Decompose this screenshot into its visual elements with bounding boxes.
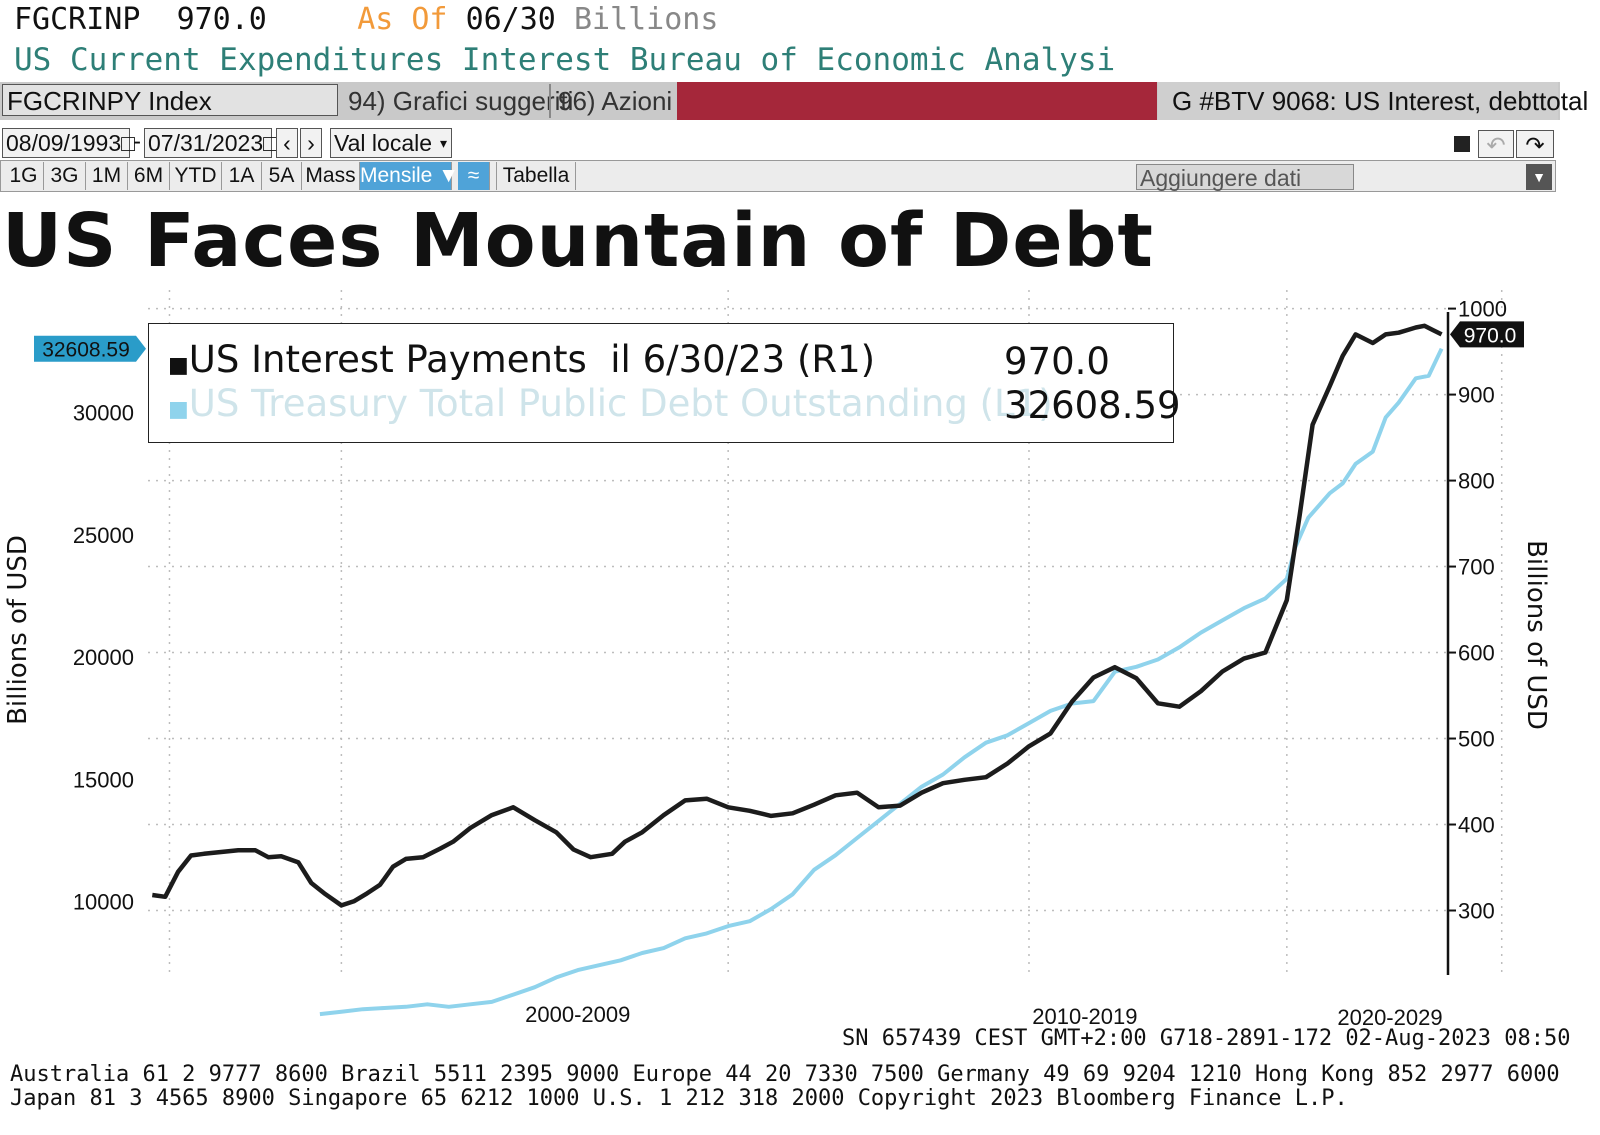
add-data-field[interactable]: Aggiungere dati xyxy=(1136,164,1354,191)
legend-entry-debt: ■US Treasury Total Public Debt Outstandi… xyxy=(168,382,1053,425)
legend-label-debt: US Treasury Total Public Debt Outstandin… xyxy=(188,382,1053,425)
series-description: US Current Expenditures Interest Bureau … xyxy=(14,42,1116,78)
right-tick-label: 500 xyxy=(1458,727,1495,752)
x-tick-label: 2000-2009 xyxy=(525,1002,630,1027)
table-tab[interactable]: Tabella xyxy=(496,162,576,190)
right-tick-label: 400 xyxy=(1458,813,1495,838)
left-last-value-text: 32608.59 xyxy=(42,339,130,362)
toolbar-divider xyxy=(549,84,551,118)
left-tick-label: 15000 xyxy=(73,767,134,792)
left-tick-label: 30000 xyxy=(73,401,134,426)
play-icon[interactable] xyxy=(1454,136,1470,152)
left-last-value-tag xyxy=(34,335,146,362)
right-tick-label: 600 xyxy=(1458,641,1495,666)
end-date-value: 07/31/2023 xyxy=(148,130,264,156)
x-tick-label: 2010-2019 xyxy=(1032,1004,1137,1029)
range-ytd[interactable]: YTD xyxy=(170,162,222,190)
line-chart-icon[interactable]: ≈ xyxy=(458,162,490,190)
left-tick-label: 25000 xyxy=(73,523,134,548)
ticker: FGCRINP xyxy=(14,2,141,37)
actions-menu[interactable]: 96) Azioni ▾ xyxy=(558,86,693,116)
range-1m[interactable]: 1M xyxy=(86,162,128,190)
footer-copyright: Japan 81 3 4565 8900 Singapore 65 6212 1… xyxy=(10,1086,1348,1111)
axis-ticks: 10000 15000 20000 25000 30000 300 400 500 600 700… xyxy=(3,297,1551,1030)
range-5a[interactable]: 5A xyxy=(262,162,302,190)
right-tick-label: 700 xyxy=(1458,555,1495,580)
as-of-date: 06/30 xyxy=(465,2,556,37)
suggested-charts-button[interactable]: 94) Grafici suggeriti xyxy=(348,86,574,116)
right-last-value-tag xyxy=(1450,321,1524,348)
footer-session: SN 657439 CEST GMT+2:00 G718-2891-172 02… xyxy=(842,1026,1571,1051)
chevron-down-icon: ▾ xyxy=(439,135,447,151)
value-tags: 32608.59 970.0 xyxy=(34,321,1524,362)
legend-swatch: ■ xyxy=(168,353,189,378)
start-date-field[interactable]: 08/09/1993□ xyxy=(2,128,135,158)
chart-title: US Faces Mountain of Debt xyxy=(2,198,1154,284)
end-date-field[interactable]: 07/31/2023□ xyxy=(144,128,277,158)
legend-value-debt: 32608.59 xyxy=(1004,384,1181,427)
right-tick-label: 800 xyxy=(1458,469,1495,494)
left-tick-label: 10000 xyxy=(73,890,134,915)
security-field[interactable]: FGCRINPY Index xyxy=(2,84,338,116)
range-3g[interactable]: 3G xyxy=(44,162,86,190)
header-line: FGCRINP 970.0 As Of 06/30 Billions xyxy=(14,2,718,37)
right-tick-label: 900 xyxy=(1458,383,1495,408)
date-separator: - xyxy=(133,128,141,155)
range-max[interactable]: Mass xyxy=(302,162,360,190)
range-1a[interactable]: 1A xyxy=(222,162,262,190)
redo-icon[interactable]: ↷ xyxy=(1516,130,1554,158)
alert-bar xyxy=(677,82,1157,120)
currency-value: Val locale xyxy=(334,130,433,156)
currency-select[interactable]: Val locale ▾ xyxy=(330,128,452,158)
legend xyxy=(148,323,1174,443)
range-1g[interactable]: 1G xyxy=(4,162,44,190)
period-select[interactable]: Mensile ▼ xyxy=(360,162,459,190)
right-axis-title: Billions of USD xyxy=(1521,540,1551,730)
footer-contacts: Australia 61 2 9777 8600 Brazil 5511 239… xyxy=(10,1062,1560,1087)
right-last-value-text: 970.0 xyxy=(1464,324,1517,347)
chart-id-label[interactable]: G #BTV 9068: US Interest, debttotal xyxy=(1158,82,1588,120)
range-6m[interactable]: 6M xyxy=(128,162,170,190)
right-tick-label: 1000 xyxy=(1458,297,1507,322)
prev-period-button[interactable]: ‹ xyxy=(276,128,298,158)
as-of-label: As Of xyxy=(357,2,448,37)
start-date-value: 08/09/1993 xyxy=(6,130,122,156)
legend-value-interest: 970.0 xyxy=(1004,340,1110,383)
legend-label-interest: US Interest Payments il 6/30/23 (R1) xyxy=(188,338,876,381)
last-value: 970.0 xyxy=(176,2,267,37)
debt-outstanding-line xyxy=(319,347,1444,1017)
undo-icon[interactable]: ↶ xyxy=(1478,130,1514,158)
legend-swatch: ■ xyxy=(168,397,189,422)
interest-payments-line xyxy=(151,323,1443,908)
right-tick-label: 300 xyxy=(1458,899,1495,924)
left-tick-label: 20000 xyxy=(73,645,134,670)
left-axis-title: Billions of USD xyxy=(3,535,33,725)
unit-label: Billions xyxy=(573,2,719,37)
calendar-icon[interactable]: □ xyxy=(263,130,278,156)
legend-entry-interest: ■US Interest Payments il 6/30/23 (R1) xyxy=(168,338,875,381)
x-tick-label: 2020-2029 xyxy=(1337,1005,1442,1030)
series-lines xyxy=(151,323,1444,1017)
next-period-button[interactable]: › xyxy=(300,128,322,158)
calendar-icon[interactable]: □ xyxy=(121,130,136,156)
chevron-down-icon[interactable]: ▼ xyxy=(1526,164,1552,190)
